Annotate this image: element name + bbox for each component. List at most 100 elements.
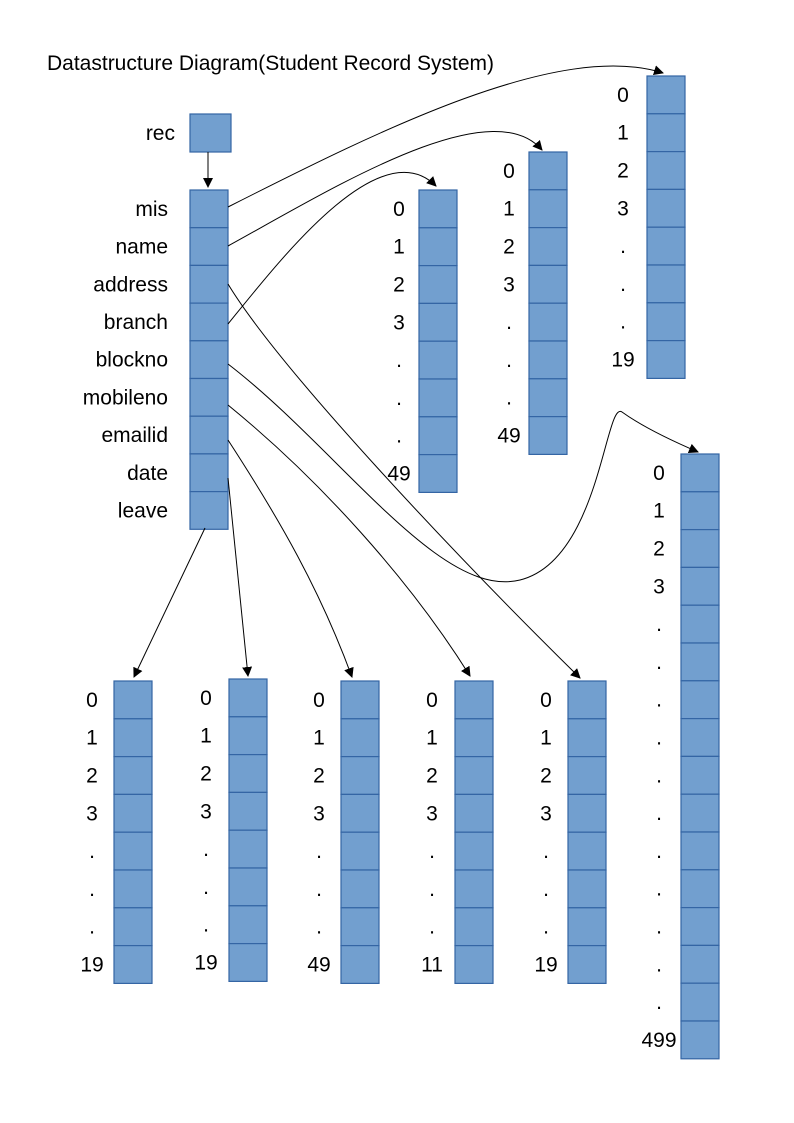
record-field-address-label: address <box>93 273 168 296</box>
address-array-index-label: 1 <box>653 500 665 523</box>
date-array: 0 1 2 3... 19 <box>194 678 268 982</box>
date-array-cell <box>228 678 268 718</box>
branch-array-cell <box>418 340 458 380</box>
emailid-pointer-arrow <box>227 439 354 678</box>
mis-pointer-arrow <box>227 65 664 208</box>
branch-array-cell <box>418 227 458 267</box>
date-array-cell <box>228 791 268 831</box>
emailid-array-index-label: 0 <box>313 689 325 712</box>
branch-array-index-label: . <box>396 349 402 372</box>
address-array-cell <box>680 717 720 757</box>
address-array-index-label: 0 <box>653 462 665 485</box>
leave-array-index-label: 1 <box>86 727 98 750</box>
emailid-array-cell <box>340 680 380 720</box>
name-array-index-label: . <box>506 311 512 334</box>
leave-array-index-label: 19 <box>80 954 103 977</box>
mis-array-cell <box>646 151 686 191</box>
branch-array-index-label: 49 <box>387 463 410 486</box>
record-field-name-label: name <box>115 236 168 259</box>
blockno-array-cell <box>567 831 607 871</box>
address-array-cell <box>680 453 720 493</box>
mobileno-array-cell <box>454 944 494 984</box>
branch-array-cell <box>418 265 458 305</box>
leave-array-cell <box>113 831 153 871</box>
mis-array-cell <box>646 188 686 228</box>
record-field-mis-label: mis <box>135 198 168 221</box>
address-array: 0 1 2 3........... 499 <box>641 453 720 1060</box>
mobileno-array-index-label: 2 <box>426 765 438 788</box>
mis-array-index-label: 3 <box>617 197 629 220</box>
rec-label: rec <box>146 122 175 145</box>
address-array-index-label: 3 <box>653 575 665 598</box>
leave-array-cell <box>113 793 153 833</box>
blockno-array-cell <box>567 869 607 909</box>
branch-pointer-arrow <box>227 171 437 325</box>
pointer-links <box>133 65 699 679</box>
leave-array-cell <box>113 718 153 758</box>
date-array-index-label: 19 <box>194 952 217 975</box>
mobileno-array-cell <box>454 680 494 720</box>
mobileno-array: 0 1 2 3... 11 <box>421 680 494 984</box>
record-field-blockno-label: blockno <box>96 349 168 372</box>
date-array-index-label: 1 <box>200 725 212 748</box>
emailid-array-cell <box>340 831 380 871</box>
name-array-index-label: 1 <box>503 198 515 221</box>
name-array: 0 1 2 3... 49 <box>497 151 568 456</box>
leave-array-cell <box>113 944 153 984</box>
blockno-array-index-label: 0 <box>540 689 552 712</box>
emailid-array-index-label: 1 <box>313 727 325 750</box>
address-array-cell <box>680 831 720 871</box>
mobileno-array-index-label: 1 <box>426 727 438 750</box>
name-array-index-label: 3 <box>503 273 515 296</box>
leave-array-index-label: 3 <box>86 802 98 825</box>
record-field-address-cell <box>189 264 229 304</box>
mobileno-array-index-label: . <box>429 916 435 939</box>
address-array-cell <box>680 566 720 606</box>
blockno-array-cell <box>567 718 607 758</box>
name-array-cell <box>528 340 568 380</box>
mis-array-index-label: . <box>620 235 626 258</box>
name-array-cell <box>528 151 568 191</box>
branch-array-index-label: 2 <box>393 274 405 297</box>
name-array-index-label: 49 <box>497 425 520 448</box>
date-array-cell <box>228 867 268 907</box>
branch-array-cell <box>418 454 458 494</box>
address-array-index-label: 2 <box>653 538 665 561</box>
leave-array: 0 1 2 3... 19 <box>80 680 153 984</box>
blockno-array-index-label: . <box>543 840 549 863</box>
name-array-index-label: 0 <box>503 160 515 183</box>
record-field-branch-cell <box>189 302 229 342</box>
blockno-array-index-label: . <box>543 878 549 901</box>
leave-pointer-arrow <box>133 527 206 678</box>
branch-array-cell <box>418 189 458 229</box>
mis-array-index-label: 0 <box>617 84 629 107</box>
emailid-array-cell <box>340 793 380 833</box>
emailid-array-index-label: 49 <box>307 954 330 977</box>
mis-array-cell <box>646 226 686 266</box>
address-array-index-label: . <box>656 840 662 863</box>
blockno-array-index-label: . <box>543 916 549 939</box>
emailid-array-cell <box>340 907 380 947</box>
field-arrays: 0 1 2 3... 19 0 1 2 3... 49 0 1 2 3... 49 0 1 2 3.........… <box>80 75 720 1060</box>
address-array-cell <box>680 944 720 984</box>
mobileno-array-index-label: 11 <box>421 954 443 977</box>
address-array-cell <box>680 906 720 946</box>
name-array-index-label: . <box>506 349 512 372</box>
emailid-array-cell <box>340 944 380 984</box>
address-array-index-label: . <box>656 727 662 750</box>
mobileno-array-index-label: . <box>429 878 435 901</box>
emailid-array-index-label: 3 <box>313 802 325 825</box>
leave-array-cell <box>113 680 153 720</box>
blockno-array-cell <box>567 944 607 984</box>
record-field-mobileno-label: mobileno <box>83 386 168 409</box>
mobileno-pointer-arrow <box>227 404 471 677</box>
name-array-cell <box>528 264 568 304</box>
record-field-branch-label: branch <box>104 311 168 334</box>
branch-array-cell <box>418 378 458 418</box>
address-array-cell <box>680 1020 720 1060</box>
leave-array-cell <box>113 755 153 795</box>
date-array-index-label: . <box>203 876 209 899</box>
address-array-index-label: . <box>656 953 662 976</box>
address-array-cell <box>680 604 720 644</box>
date-array-index-label: 0 <box>200 687 212 710</box>
